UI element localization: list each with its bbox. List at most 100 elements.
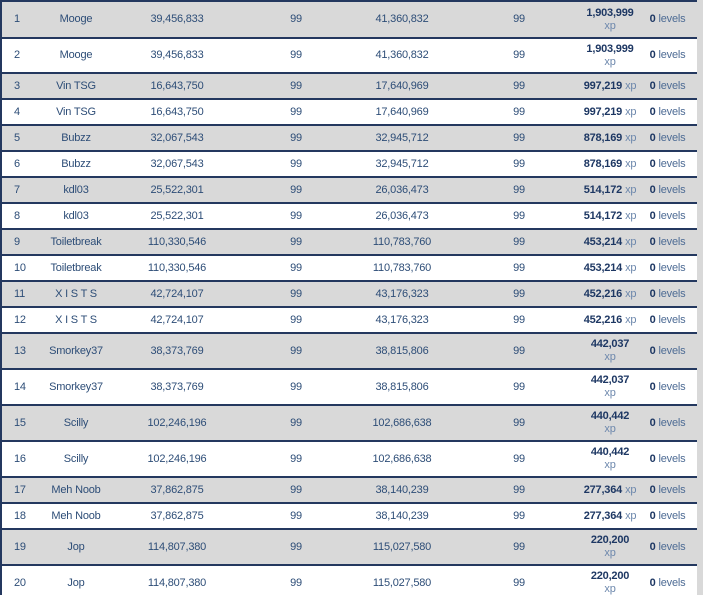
xp-gained-cell: 440,442 xp: [582, 410, 638, 436]
levels-gained-value: 0: [649, 380, 656, 393]
end-xp-cell: 32,945,712: [375, 131, 429, 144]
xp-gained-cell: 440,442 xp: [582, 446, 638, 472]
start-xp-cell: 39,456,833: [150, 49, 204, 61]
player-name-cell: kdl03: [63, 183, 89, 196]
xp-gained-cell: 1,903,999 xp: [582, 7, 638, 33]
table-row: 12 X I S T S 42,724,107 99 43,176,323 99 452,2…: [2, 308, 697, 334]
xp-gained-cell: 453,214 xp: [582, 262, 638, 275]
rank-cell: 20: [14, 576, 26, 589]
rank-cell: 17: [14, 483, 26, 496]
rank-cell: 8: [14, 209, 20, 222]
levels-gained-cell: 0 levels: [638, 210, 697, 223]
start-xp-cell: 25,522,301: [150, 209, 204, 222]
levels-gained-value: 0: [649, 49, 656, 61]
levels-gained-value: 0: [649, 509, 656, 522]
end-xp-cell: 26,036,473: [375, 183, 429, 196]
xp-gained-value: 453,214: [583, 235, 623, 248]
end-level-cell: 99: [513, 131, 525, 144]
start-xp-cell: 102,246,196: [147, 416, 207, 429]
player-name-cell: Vin TSG: [56, 105, 96, 118]
xp-gained-value: 277,364: [583, 483, 623, 496]
player-name-cell: Vin TSG: [56, 79, 96, 92]
xp-suffix-label: xp: [625, 157, 637, 170]
xp-suffix-label: xp: [625, 131, 637, 144]
levels-gained-value: 0: [649, 261, 656, 274]
levels-suffix-label: levels: [658, 79, 686, 92]
start-level-cell: 99: [290, 509, 302, 522]
levels-suffix-label: levels: [658, 380, 686, 393]
table-row: 8 kdl03 25,522,301 99 26,036,473 99 514,172 xp 0…: [2, 204, 697, 230]
xp-gained-value: 878,169: [583, 131, 623, 144]
table-row: 1 Mooge 39,456,833 99 41,360,832 99 1,903,999 x…: [2, 2, 697, 39]
end-xp-cell: 38,815,806: [375, 380, 429, 393]
levels-gained-value: 0: [649, 79, 656, 92]
start-xp-cell: 39,456,833: [150, 13, 204, 25]
xp-gained-value: 452,216: [583, 313, 623, 326]
table-row: 5 Bubzz 32,067,543 99 32,945,712 99 878,169 xp 0…: [2, 126, 697, 152]
table-row: 15 Scilly 102,246,196 99 102,686,638 99 440,44…: [2, 406, 697, 442]
xp-suffix-label: xp: [625, 483, 637, 496]
levels-suffix-label: levels: [658, 13, 686, 25]
xp-gained-value: 997,219: [583, 79, 623, 92]
levels-gained-value: 0: [649, 157, 656, 170]
rank-cell: 14: [14, 380, 26, 393]
xp-suffix-label: xp: [604, 351, 616, 363]
rank-cell: 11: [14, 287, 26, 300]
end-level-cell: 99: [513, 235, 525, 248]
start-xp-cell: 114,807,380: [147, 540, 207, 553]
levels-gained-cell: 0 levels: [638, 453, 697, 466]
player-name-cell: Jop: [67, 540, 85, 553]
player-name-cell: Bubzz: [61, 157, 91, 170]
table-row: 20 Jop 114,807,380 99 115,027,580 99 220,200 xp…: [2, 566, 697, 595]
levels-gained-cell: 0 levels: [638, 417, 697, 430]
start-xp-cell: 102,246,196: [147, 452, 207, 465]
end-xp-cell: 32,945,712: [375, 157, 429, 170]
end-level-cell: 99: [513, 509, 525, 522]
start-xp-cell: 32,067,543: [150, 131, 204, 144]
levels-gained-cell: 0 levels: [638, 106, 697, 119]
xp-gained-cell: 220,200 xp: [582, 570, 638, 595]
start-level-cell: 99: [290, 380, 302, 393]
end-xp-cell: 38,815,806: [375, 344, 429, 357]
levels-suffix-label: levels: [658, 287, 686, 300]
levels-gained-cell: 0 levels: [638, 236, 697, 249]
rank-cell: 6: [14, 157, 20, 170]
xp-gained-value: 1,903,999: [586, 42, 634, 55]
end-xp-cell: 26,036,473: [375, 209, 429, 222]
table-row: 2 Mooge 39,456,833 99 41,360,832 99 1,903,999 x…: [2, 39, 697, 74]
start-level-cell: 99: [290, 13, 302, 25]
end-xp-cell: 17,640,969: [375, 79, 429, 92]
xp-gained-cell: 220,200 xp: [582, 534, 638, 560]
end-xp-cell: 38,140,239: [375, 509, 429, 522]
levels-gained-cell: 0 levels: [638, 262, 697, 275]
start-xp-cell: 114,807,380: [147, 576, 207, 589]
levels-gained-value: 0: [649, 483, 656, 496]
levels-suffix-label: levels: [658, 416, 686, 429]
rank-cell: 15: [14, 416, 26, 429]
levels-suffix-label: levels: [658, 157, 686, 170]
rank-cell: 2: [14, 49, 20, 61]
levels-suffix-label: levels: [658, 313, 686, 326]
rank-cell: 18: [14, 509, 26, 522]
start-xp-cell: 42,724,107: [150, 287, 204, 300]
levels-gained-cell: 0 levels: [638, 13, 697, 26]
start-xp-cell: 25,522,301: [150, 183, 204, 196]
table-row: 10 Toiletbreak 110,330,546 99 110,783,760 99 4…: [2, 256, 697, 282]
levels-gained-value: 0: [649, 13, 656, 25]
end-level-cell: 99: [513, 183, 525, 196]
start-level-cell: 99: [290, 540, 302, 553]
start-level-cell: 99: [290, 105, 302, 118]
player-name-cell: Mooge: [59, 13, 93, 25]
start-xp-cell: 38,373,769: [150, 344, 204, 357]
levels-gained-cell: 0 levels: [638, 345, 697, 358]
levels-gained-cell: 0 levels: [638, 158, 697, 171]
levels-suffix-label: levels: [658, 509, 686, 522]
levels-gained-value: 0: [649, 131, 656, 144]
xp-gained-value: 878,169: [583, 157, 623, 170]
rank-cell: 3: [14, 79, 20, 92]
xp-gained-cell: 878,169 xp: [582, 158, 638, 171]
end-xp-cell: 110,783,760: [372, 261, 432, 274]
levels-suffix-label: levels: [658, 131, 686, 144]
xp-suffix-label: xp: [625, 509, 637, 522]
table-row: 14 Smorkey37 38,373,769 99 38,815,806 99 442,0…: [2, 370, 697, 406]
